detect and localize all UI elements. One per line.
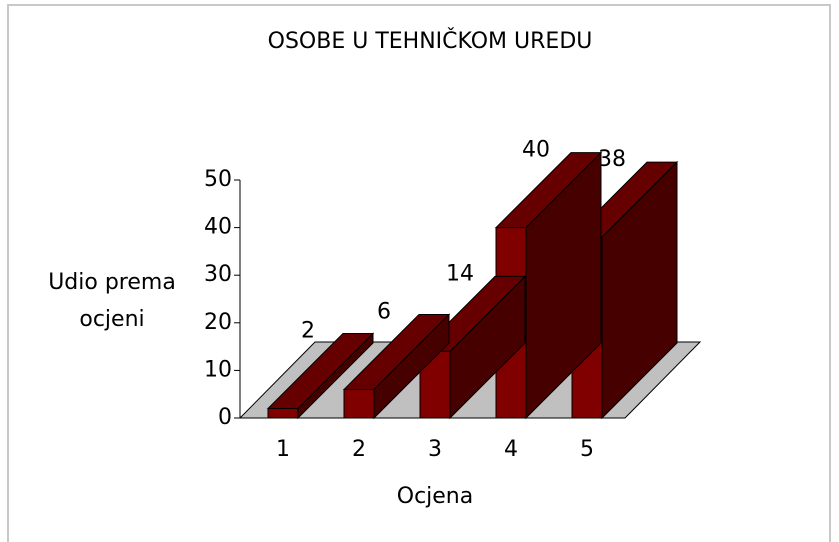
y-tick-label: 0: [218, 405, 232, 430]
bar: [343, 388, 375, 419]
value-label: 6: [377, 299, 391, 324]
y-tick-label: 40: [204, 215, 232, 240]
value-label: 40: [522, 138, 550, 163]
value-label: 2: [301, 318, 315, 343]
x-tick-label: 1: [276, 437, 290, 462]
y-axis-label: Udio prema: [48, 270, 176, 295]
y-tick-label: 20: [204, 310, 232, 335]
x-tick-label: 2: [352, 437, 366, 462]
y-tick-label: 10: [204, 357, 232, 382]
x-tick-label: 4: [504, 437, 518, 462]
y-tick-label: 50: [204, 167, 232, 192]
bar: [419, 350, 451, 419]
value-label: 14: [446, 261, 474, 286]
y-axis-label: ocjeni: [79, 307, 144, 332]
chart-title: OSOBE U TEHNIČKOM UREDU: [268, 28, 593, 54]
frame: [7, 4, 831, 542]
bar: [267, 407, 299, 419]
value-label: 38: [598, 147, 626, 172]
x-tick-label: 3: [428, 437, 442, 462]
x-axis-label: Ocjena: [397, 484, 473, 509]
y-tick-label: 30: [204, 262, 232, 287]
x-tick-label: 5: [580, 437, 594, 462]
